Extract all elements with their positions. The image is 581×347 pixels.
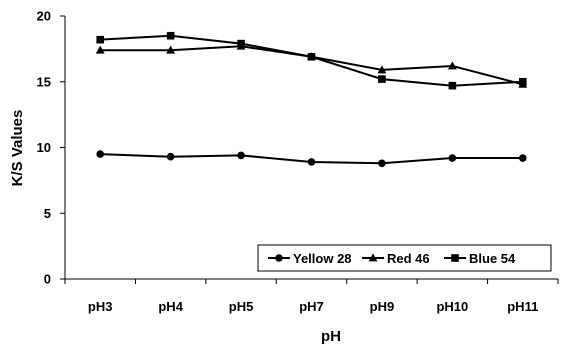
data-point-yellow-28-ph4 xyxy=(166,152,175,161)
x-tick-label-ph3: pH3 xyxy=(88,299,113,314)
y-tick-label-15: 15 xyxy=(37,74,51,89)
y-axis-title: K/S Values xyxy=(9,110,26,187)
series-line-red-46 xyxy=(100,45,524,86)
data-point-blue-54-ph9 xyxy=(378,75,386,83)
data-point-red-46-ph10 xyxy=(447,61,457,70)
legend-label-yellow-28: Yellow 28 xyxy=(293,251,352,266)
legend-label-red-46: Red 46 xyxy=(387,251,430,266)
data-point-yellow-28-ph5 xyxy=(237,151,245,160)
x-tick-label-ph10: pH10 xyxy=(436,299,468,314)
series-yellow-28 xyxy=(96,150,527,168)
data-point-blue-54-ph5 xyxy=(237,39,245,48)
legend-box xyxy=(257,244,552,272)
y-tick-label-5: 5 xyxy=(44,206,51,221)
series-red-46 xyxy=(95,41,528,88)
data-point-blue-54-ph10 xyxy=(448,81,457,90)
y-tick-label-20: 20 xyxy=(37,9,51,24)
data-point-yellow-28-ph10 xyxy=(448,154,457,162)
data-point-red-46-ph4 xyxy=(166,45,176,54)
data-point-blue-54-ph4 xyxy=(166,31,175,40)
legend-marker-red-46 xyxy=(368,253,378,262)
data-point-blue-54-ph11 xyxy=(518,77,527,86)
y-tick-label-10: 10 xyxy=(37,140,51,155)
legend-marker-yellow-28 xyxy=(275,254,283,262)
x-tick-label-ph7: pH7 xyxy=(299,299,324,314)
legend-label-blue-54: Blue 54 xyxy=(469,251,516,266)
data-point-blue-54-ph7 xyxy=(307,52,316,61)
x-tick-label-ph4: pH4 xyxy=(158,299,183,314)
legend: Yellow 28 Red 46 Blue 54 xyxy=(257,244,552,272)
x-tick-label-ph11: pH11 xyxy=(507,299,538,314)
legend-marker-blue-54 xyxy=(451,254,459,262)
data-point-yellow-28-ph3 xyxy=(96,150,105,158)
data-point-red-46-ph9 xyxy=(377,65,387,74)
series-layer xyxy=(95,31,528,168)
x-axis: pH3 pH4 pH5 pH7 pH9 pH10 pH11 xyxy=(64,278,559,314)
x-axis-title: pH xyxy=(321,328,341,345)
data-point-yellow-28-ph11 xyxy=(518,154,527,162)
y-axis: 0 5 10 15 20 xyxy=(37,9,66,287)
series-line-blue-54 xyxy=(100,34,523,87)
data-point-yellow-28-ph7 xyxy=(307,158,316,166)
series-blue-54 xyxy=(96,31,527,90)
data-point-yellow-28-ph9 xyxy=(378,159,386,168)
data-point-red-46-ph3 xyxy=(95,45,105,54)
x-tick-label-ph9: pH9 xyxy=(370,299,395,314)
y-tick-label-0: 0 xyxy=(44,272,51,287)
x-tick-label-ph5: pH5 xyxy=(229,299,254,314)
data-point-blue-54-ph3 xyxy=(96,35,105,44)
